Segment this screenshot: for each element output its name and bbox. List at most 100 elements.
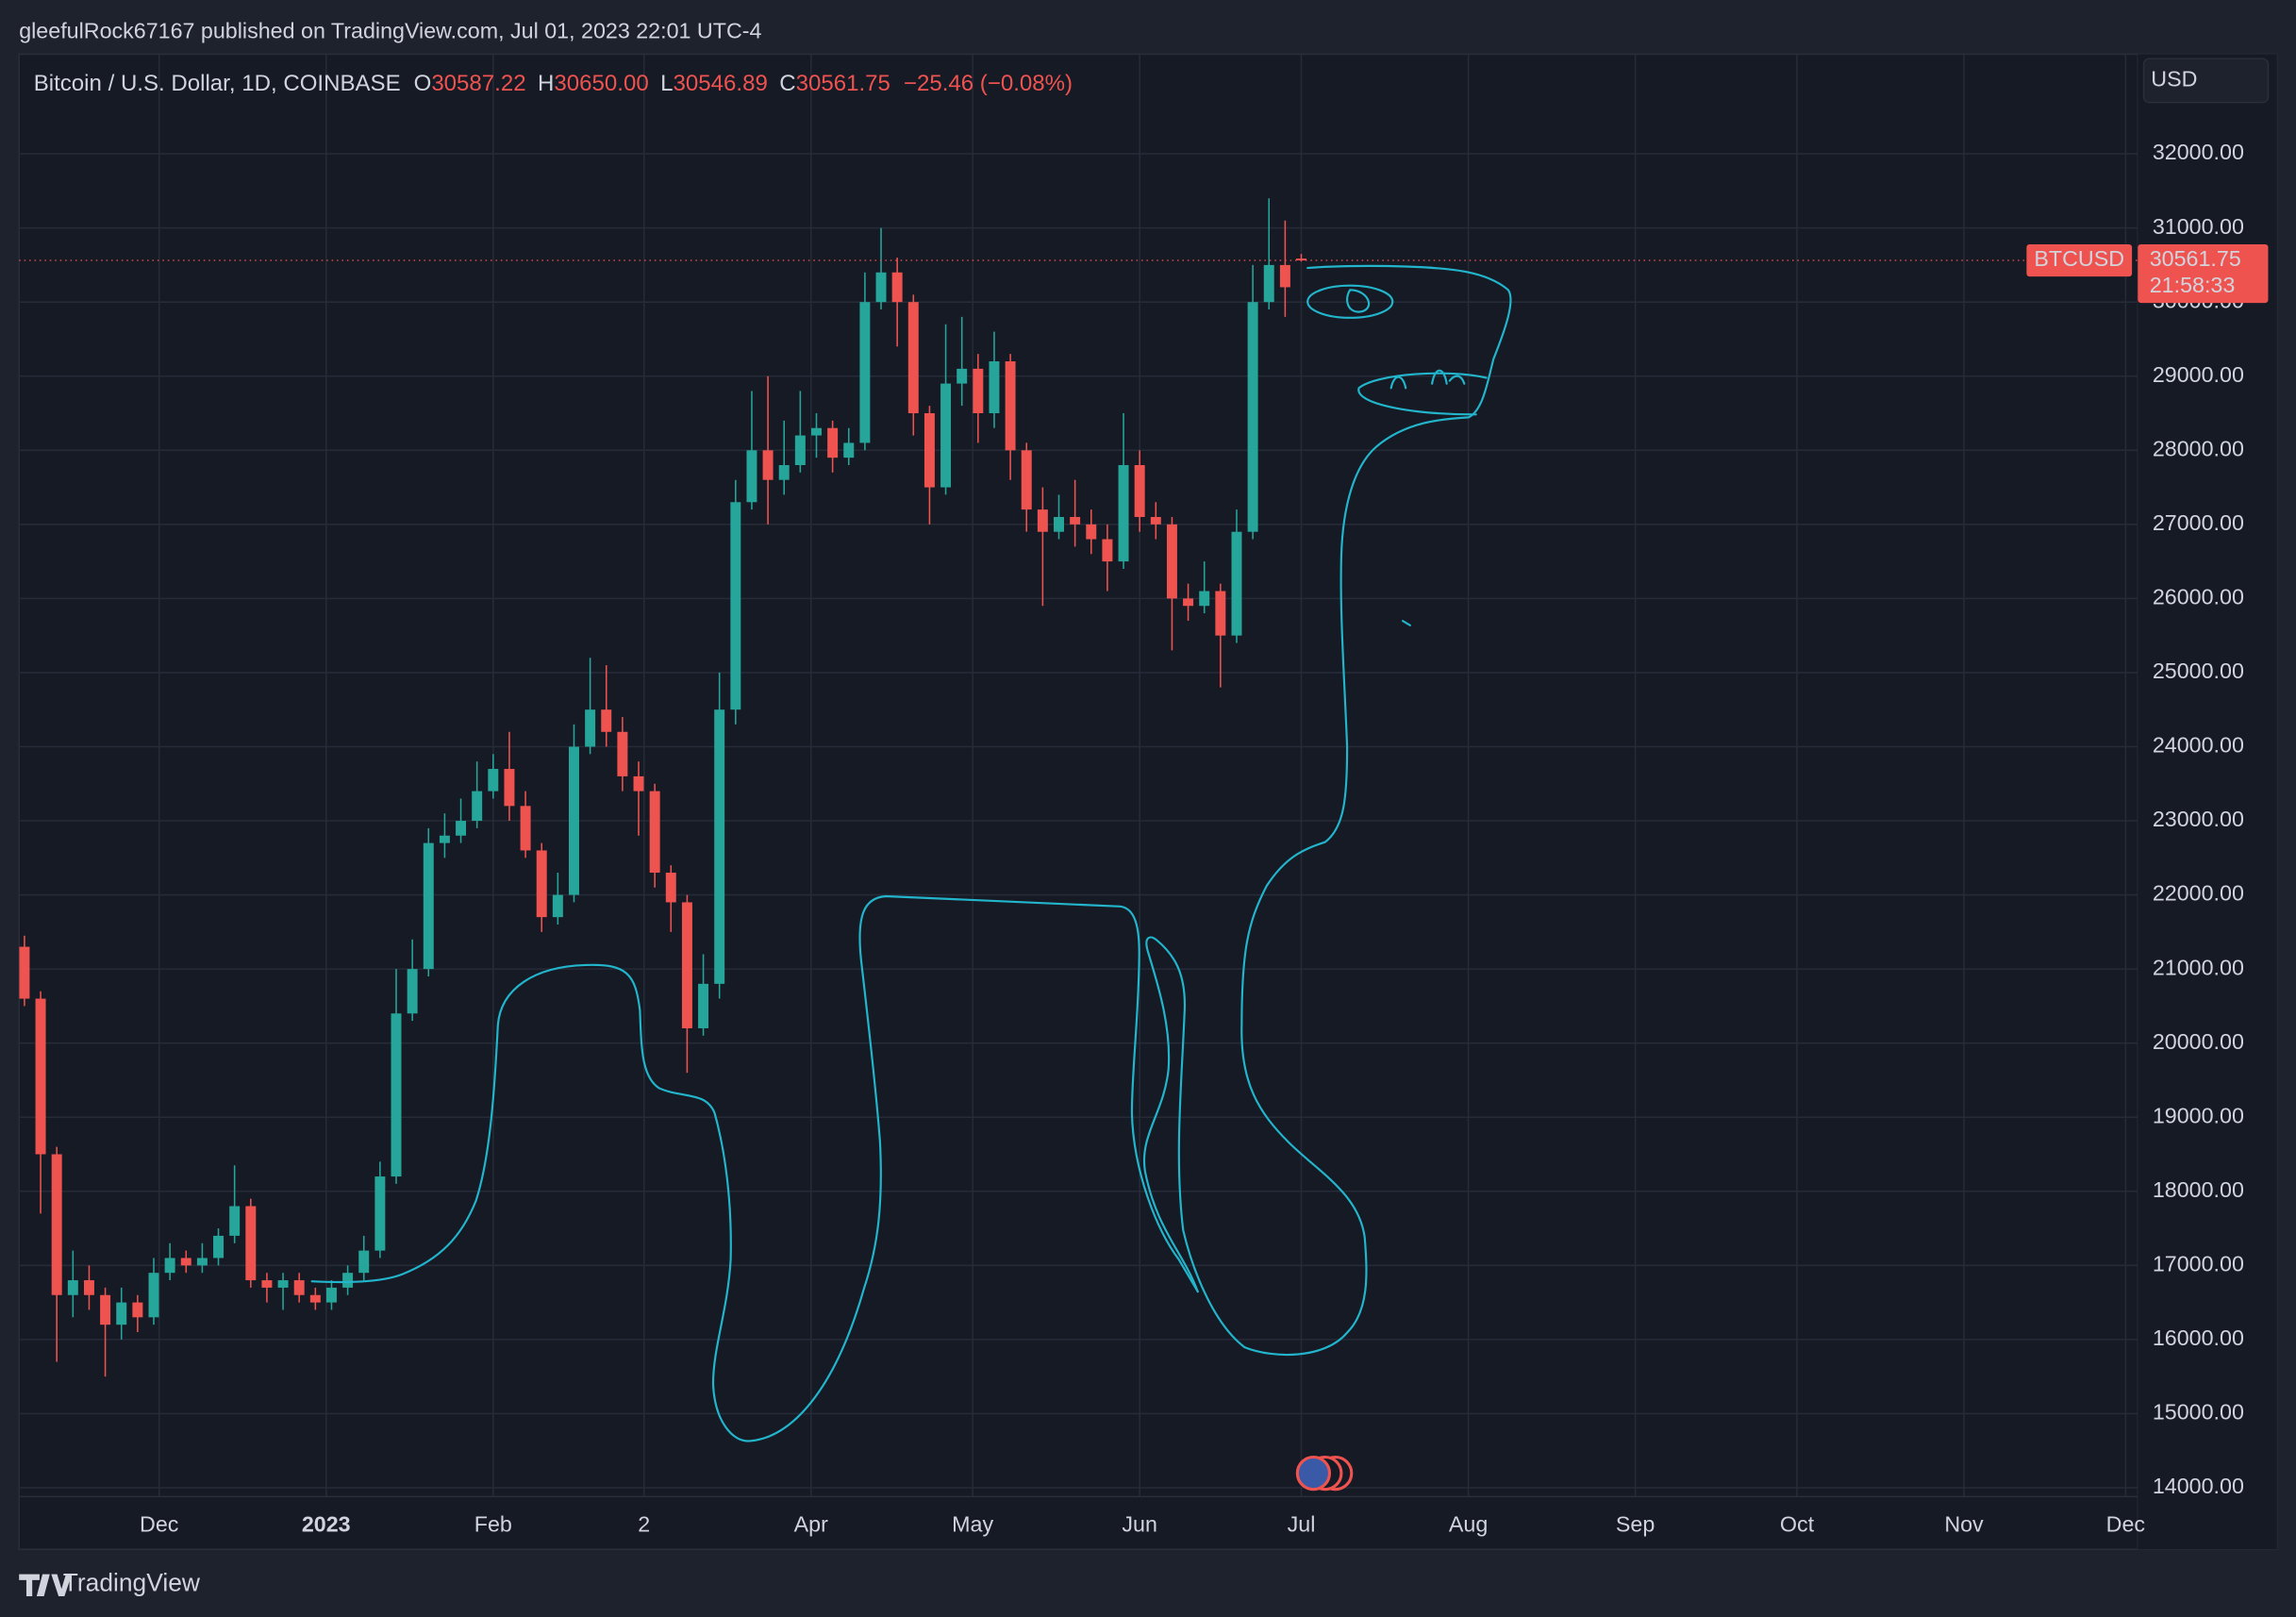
legend-value: 30587.22	[431, 71, 525, 96]
y-tick-label: 28000.00	[2153, 436, 2244, 460]
change-label: −25.46 (−0.08%)	[904, 71, 1073, 96]
candle-body	[374, 1176, 386, 1251]
legend-value: 30561.75	[796, 71, 890, 96]
brand-logo	[19, 1574, 73, 1596]
candle-body	[1296, 258, 1306, 261]
candle-body	[439, 835, 450, 843]
candle-body	[875, 272, 887, 303]
candle-body	[245, 1206, 257, 1281]
candle-body	[698, 983, 709, 1028]
candle-body	[1199, 591, 1210, 607]
candle-body	[1150, 516, 1161, 525]
legend-value: 30546.89	[674, 71, 768, 96]
x-tick-label: Aug	[1449, 1512, 1488, 1537]
candle-body	[1166, 524, 1177, 599]
candle-body	[746, 450, 757, 503]
y-tick-label: 17000.00	[2153, 1251, 2244, 1275]
candle-body	[633, 775, 644, 792]
candle-body	[196, 1258, 208, 1266]
y-tick-label: 27000.00	[2153, 510, 2244, 535]
candle-body	[1102, 539, 1113, 562]
chart-pane	[18, 53, 2278, 1551]
drawing	[310, 264, 1512, 1442]
candle-body	[1279, 264, 1290, 288]
y-tick-label: 25000.00	[2153, 658, 2244, 683]
candle-body	[601, 709, 612, 732]
candle-body	[277, 1280, 289, 1288]
candle-body	[261, 1280, 273, 1288]
candle-body	[1005, 361, 1016, 451]
candle-body	[617, 731, 628, 776]
y-tick-label: 26000.00	[2153, 585, 2244, 609]
x-tick-label: Sep	[1616, 1512, 1655, 1537]
x-tick-label: Feb	[474, 1512, 512, 1537]
drawing-mouth	[1357, 369, 1488, 416]
x-tick-label: Jul	[1288, 1512, 1316, 1537]
candle-body	[681, 902, 692, 1028]
candle-body	[407, 969, 418, 1014]
candle-body	[811, 427, 822, 436]
candle-body	[859, 302, 871, 443]
candle-body	[391, 1013, 402, 1177]
candle-body	[19, 946, 30, 999]
x-tick-label: Nov	[1944, 1512, 1984, 1537]
legend-key: C	[779, 71, 795, 96]
candles	[19, 198, 1306, 1377]
x-tick-label: 2	[638, 1512, 650, 1537]
y-tick-label: 15000.00	[2153, 1400, 2244, 1425]
y-tick-label: 24000.00	[2153, 733, 2244, 758]
candle-body	[568, 746, 579, 895]
x-tick-label: Jun	[1122, 1512, 1157, 1537]
candle-body	[67, 1280, 78, 1295]
candle-body	[973, 368, 984, 414]
publisher: gleefulRock67167 published on TradingVie…	[19, 18, 761, 42]
candle-body	[585, 709, 596, 747]
x-tick-label: Dec	[2106, 1512, 2146, 1537]
candle-body	[989, 361, 1000, 414]
y-tick-label: 32000.00	[2153, 140, 2244, 164]
symbol-tag: BTCUSD	[2034, 246, 2124, 271]
candle-body	[1247, 302, 1258, 532]
candle-body	[1021, 450, 1032, 510]
x-tick-label: May	[952, 1512, 993, 1537]
candle-body	[1086, 524, 1097, 540]
candle-body	[116, 1302, 127, 1325]
x-tick-label: Oct	[1780, 1512, 1815, 1537]
candle-body	[358, 1250, 370, 1274]
candle-body	[762, 450, 774, 480]
legend-key: O	[414, 71, 432, 96]
y-tick-label: 31000.00	[2153, 214, 2244, 239]
drawing-body	[310, 894, 1199, 1442]
y-tick-label: 23000.00	[2153, 807, 2244, 831]
candle-body	[213, 1235, 225, 1259]
candle-body	[1054, 516, 1064, 532]
legend-key: L	[660, 71, 673, 96]
y-tick-label: 18000.00	[2153, 1177, 2244, 1202]
candle-body	[649, 791, 660, 874]
drawing-mark	[1402, 620, 1411, 626]
symbol-legend: Bitcoin / U.S. Dollar, 1D, COINBASE O3058…	[34, 71, 1073, 96]
candle-body	[1070, 516, 1081, 525]
candle-body	[148, 1273, 159, 1318]
candle-body	[180, 1258, 191, 1266]
candle-body	[827, 427, 839, 458]
candle-body	[83, 1280, 94, 1295]
currency[interactable]: USD	[2151, 67, 2197, 92]
y-tick-label: 21000.00	[2153, 955, 2244, 979]
y-tick-label: 19000.00	[2153, 1103, 2244, 1127]
drawing-pupil	[1346, 289, 1371, 313]
legend-value: 30650.00	[554, 71, 648, 96]
currency-box[interactable]	[2142, 58, 2270, 104]
candle-body	[132, 1302, 143, 1318]
candle-body	[1118, 464, 1129, 562]
brand: TradingView	[63, 1569, 201, 1597]
legend-key: H	[538, 71, 554, 96]
y-tick-label: 20000.00	[2153, 1029, 2244, 1054]
candle-body	[714, 709, 725, 984]
axes: 32000.0031000.0030000.0029000.0028000.00…	[2153, 140, 2244, 1498]
y-tick-label: 16000.00	[2153, 1325, 2244, 1350]
event-icon	[1295, 1455, 1332, 1492]
candle-body	[520, 806, 531, 851]
y-tick-label: 22000.00	[2153, 881, 2244, 906]
